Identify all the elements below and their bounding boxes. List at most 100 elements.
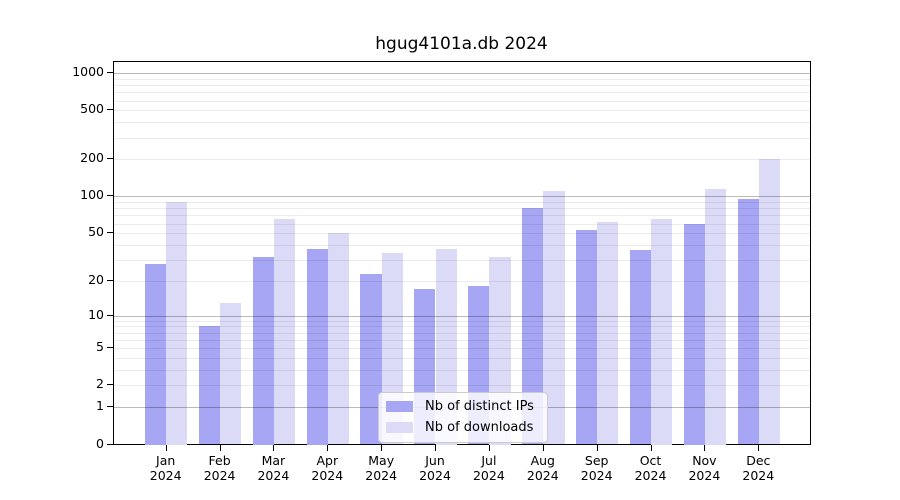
gridline-60 [114,223,810,225]
legend-swatch-downloads-icon [386,422,413,433]
legend-item-distinct-ips: Nb of distinct IPs [386,398,534,415]
gridline-700 [114,92,810,94]
x-tick-jun [435,445,436,451]
gridline-200 [114,159,810,161]
x-tick-nov [704,445,706,451]
gridline-5 [114,348,810,350]
y-tick-label-20: 20 [88,271,104,287]
distinct-ips-bar-nov [683,223,705,445]
distinct-ips-bar-jan [144,263,167,445]
x-tick-dec [758,445,760,451]
gridline-3 [114,370,810,371]
gridline-10 [114,315,810,317]
plot-area [113,61,811,445]
gridline-6 [114,339,810,341]
distinct-ips-bar-sep [575,230,598,445]
gridline-9 [114,320,810,322]
gridline-30 [114,259,810,261]
y-tick-label-50: 50 [88,224,104,240]
distinct-ips-bar-feb [198,326,221,445]
y-tick-label-500: 500 [80,101,104,117]
y-tick-label-10: 10 [88,306,104,322]
x-tick-mar [273,445,275,451]
x-tick-sep [596,445,598,451]
downloads-bar-dec [758,159,781,445]
gridline-90 [114,202,810,203]
y-tick-label-1000: 1000 [72,64,104,80]
y-tick-2 [106,384,114,386]
y-tick-20 [106,279,114,281]
y-tick-200 [106,158,114,160]
x-tick-aug [542,445,544,451]
y-tick-1 [106,406,114,408]
gridline-900 [114,78,810,80]
gridline-600 [114,100,810,102]
y-tick-label-1: 1 [96,398,104,414]
distinct-ips-bar-apr [306,249,328,445]
x-tick-may [381,445,383,451]
x-tick-label-nov: Nov 2024 [688,452,721,484]
x-tick-label-dec: Dec 2024 [742,452,775,484]
gridline-50 [114,233,810,235]
x-tick-oct [650,445,652,451]
y-tick-label-100: 100 [80,187,104,203]
x-tick-label-aug: Aug 2024 [526,452,559,484]
gridline-100 [114,196,810,198]
y-tick-5 [106,347,114,349]
y-tick-0 [106,443,114,445]
y-tick-label-2: 2 [96,376,104,392]
downloads-bar-apr [327,233,350,445]
x-tick-label-may: May 2024 [365,452,398,484]
gridline-300 [114,137,810,139]
gridline-500 [114,110,810,112]
x-tick-label-oct: Oct 2024 [634,452,667,484]
x-tick-label-mar: Mar 2024 [257,452,290,484]
x-tick-label-jul: Jul 2024 [472,452,505,484]
x-tick-label-jun: Jun 2024 [419,452,451,484]
downloads-bar-feb [220,302,242,445]
x-tick-label-feb: Feb 2024 [203,452,236,484]
y-tick-100 [106,195,114,197]
gridlines-layer [114,62,810,444]
gridline-8 [114,326,810,328]
gridline-20 [114,280,810,282]
y-tick-500 [106,109,114,111]
legend-label-distinct-ips: Nb of distinct IPs [425,399,534,414]
legend-label-downloads: Nb of downloads [425,420,534,435]
y-tick-10 [106,314,114,316]
y-tick-label-0: 0 [96,435,104,451]
downloads-bar-oct [651,218,673,445]
gridline-80 [114,208,810,210]
x-tick-label-jan: Jan 2024 [149,452,182,484]
gridline-400 [114,122,810,124]
gridline-70 [114,215,810,217]
gridline-800 [114,85,810,87]
gridline-4 [114,358,810,359]
x-tick-jan [165,445,167,451]
distinct-ips-bar-oct [629,250,651,445]
legend-swatch-distinct-ips-icon [386,401,413,412]
x-tick-feb [219,445,221,451]
chart-title: hgug4101a.db 2024 [375,34,548,54]
gridline-2 [114,385,810,387]
legend: Nb of distinct IPs Nb of downloads [378,392,548,443]
x-tick-apr [327,445,329,451]
downloads-bar-nov [704,189,727,445]
downloads-bar-mar [273,219,296,445]
y-tick-1000 [106,72,114,74]
downloads-bar-sep [597,221,619,445]
y-tick-label-200: 200 [80,150,104,166]
y-tick-label-5: 5 [96,339,104,355]
distinct-ips-bar-mar [252,256,274,445]
x-tick-jul [488,445,490,451]
distinct-ips-bar-dec [737,198,759,445]
gridline-1000 [114,73,810,75]
y-tick-50 [106,232,114,234]
legend-item-downloads: Nb of downloads [386,419,534,436]
gridline-40 [114,244,810,246]
downloads-bar-jan [166,202,188,445]
x-tick-label-apr: Apr 2024 [311,452,344,484]
x-tick-label-sep: Sep 2024 [580,452,613,484]
gridline-7 [114,332,810,334]
